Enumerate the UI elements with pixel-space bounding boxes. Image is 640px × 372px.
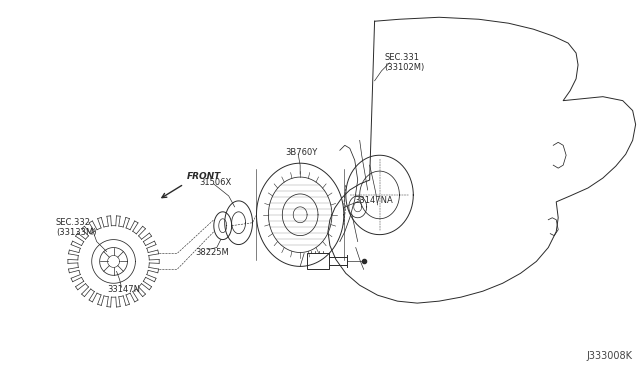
Text: 33147N: 33147N — [108, 285, 141, 294]
Text: SEC.332
(33133M): SEC.332 (33133M) — [56, 218, 97, 237]
Text: 38225M: 38225M — [195, 247, 228, 257]
Text: 33147NA: 33147NA — [355, 196, 394, 205]
Text: FRONT: FRONT — [187, 172, 221, 181]
Text: J333008K: J333008K — [587, 351, 633, 361]
Text: SEC.331
(33102M): SEC.331 (33102M) — [385, 53, 425, 73]
Text: 31506X: 31506X — [199, 178, 231, 187]
Text: 3B760Y: 3B760Y — [285, 148, 317, 157]
